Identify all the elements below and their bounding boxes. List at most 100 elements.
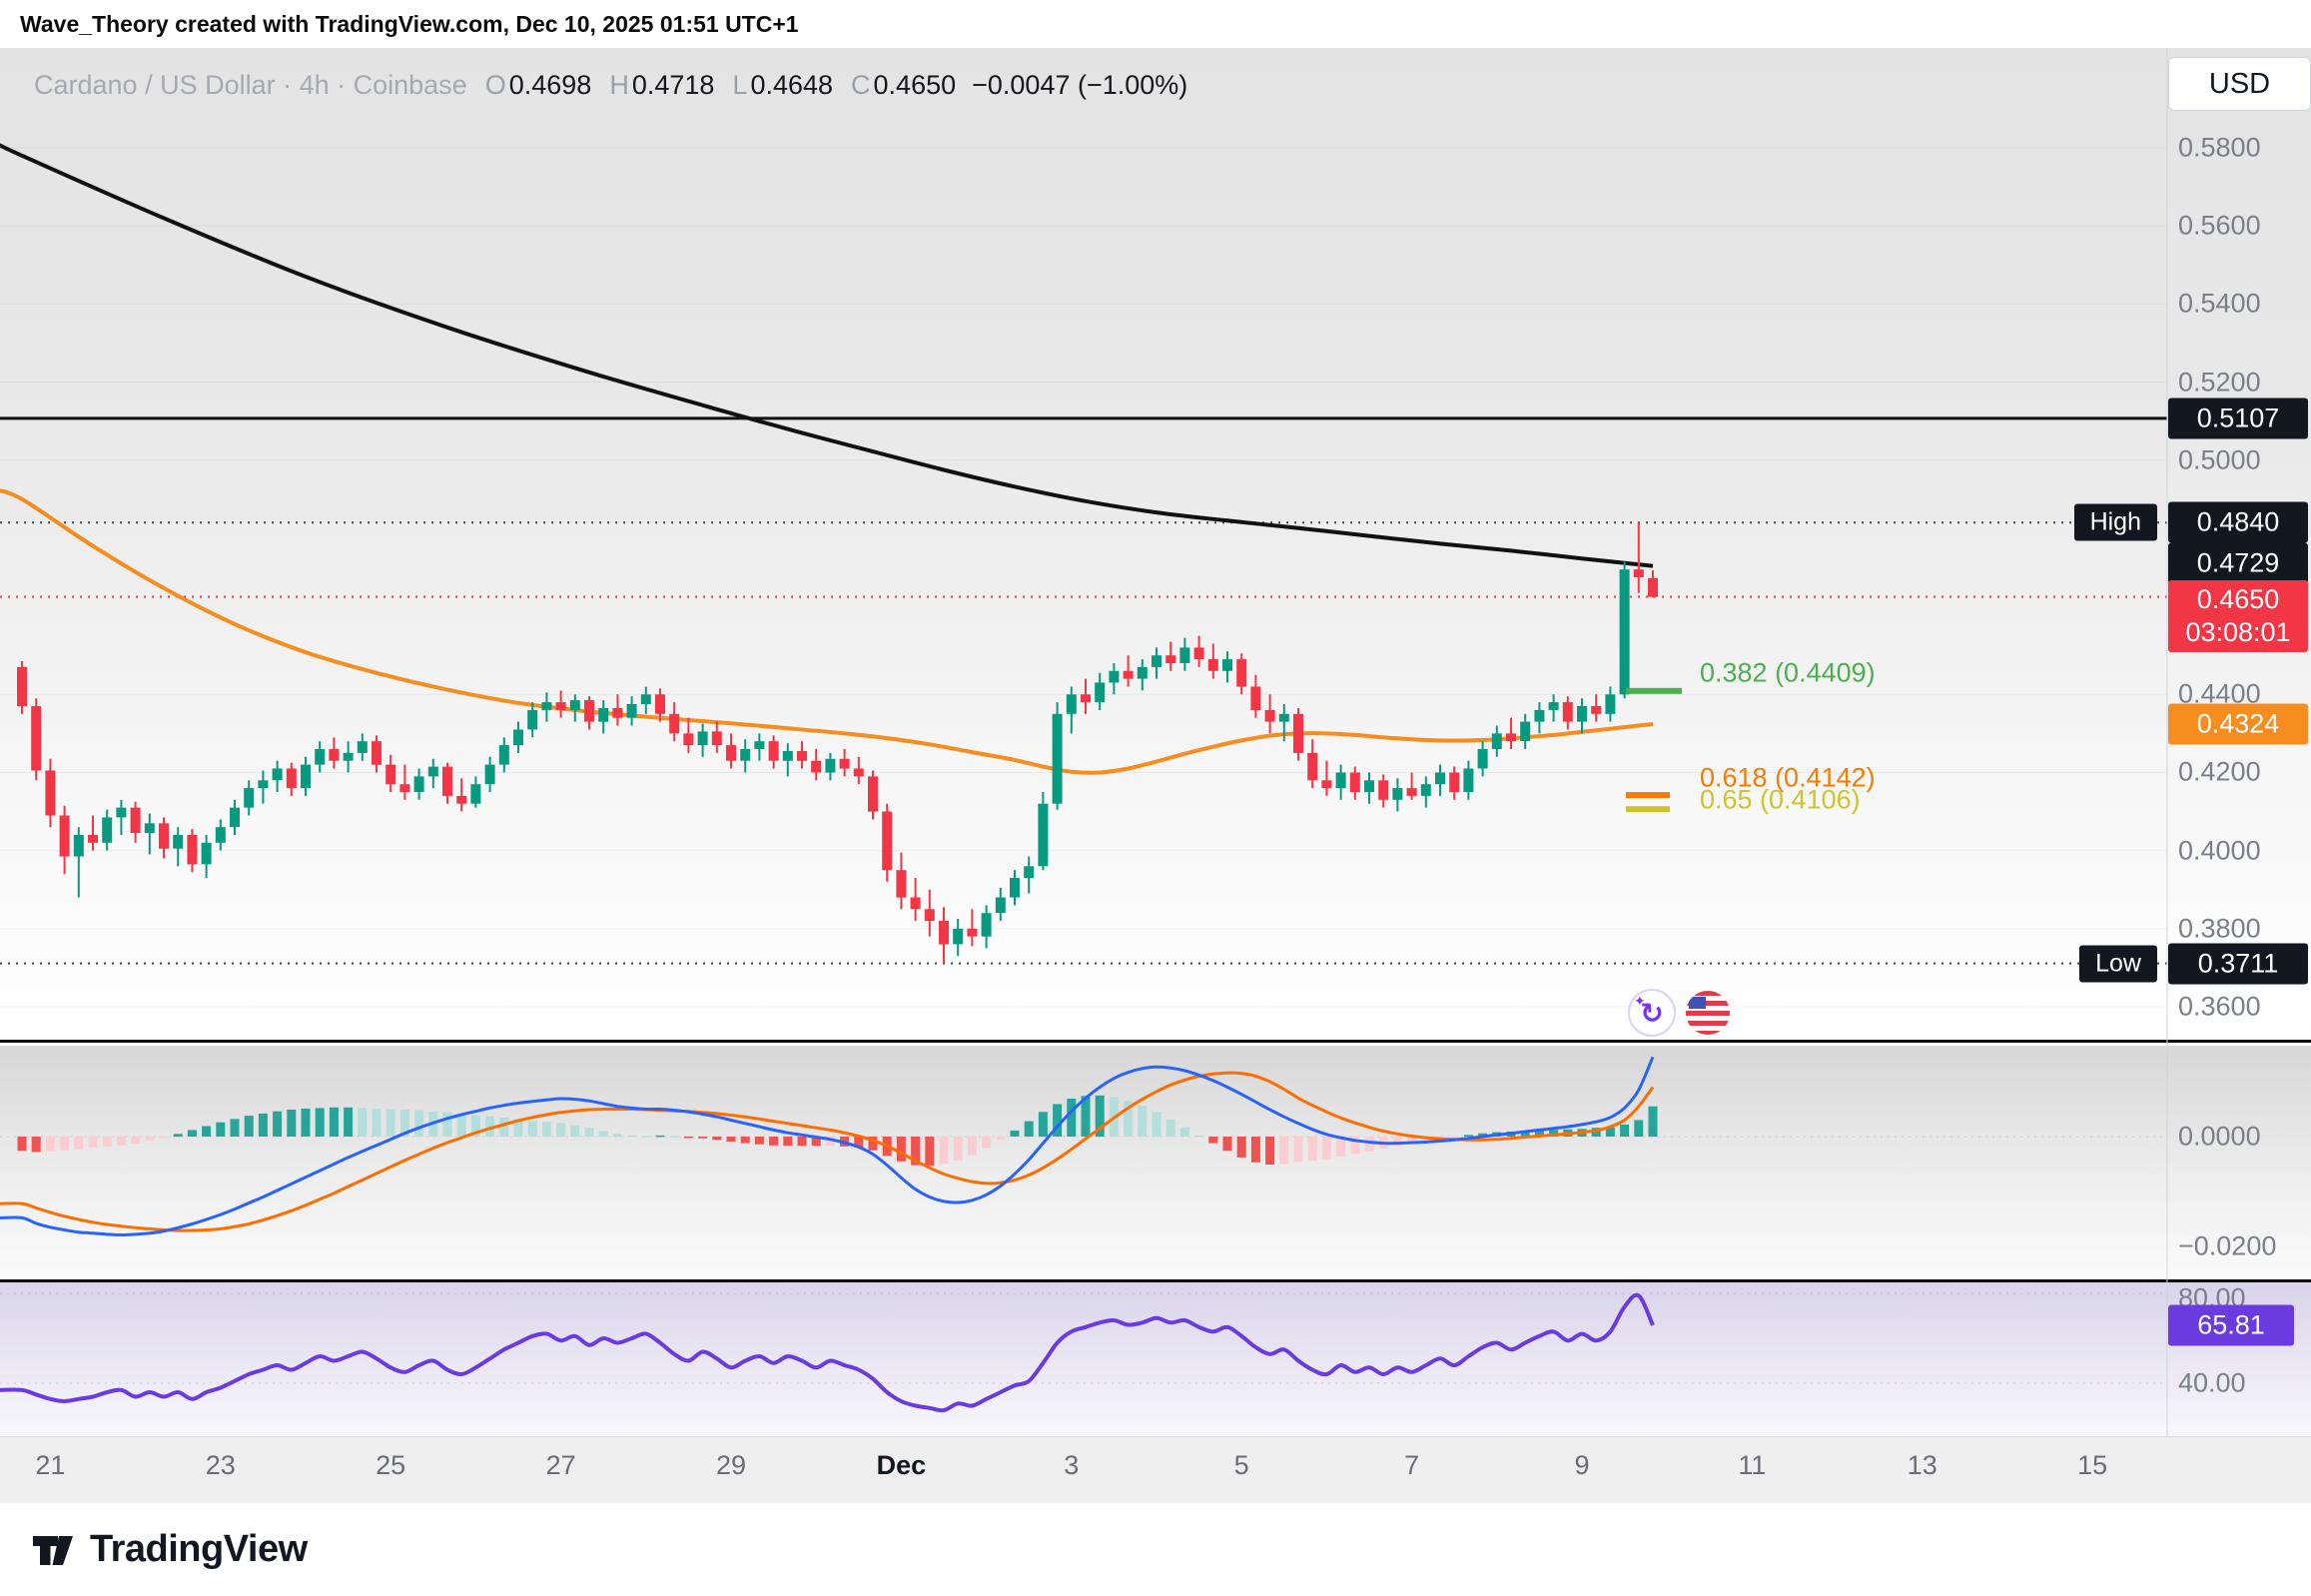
macd-histogram-bar	[358, 1108, 368, 1137]
fib-level-segment[interactable]	[1626, 806, 1670, 813]
candle-body	[967, 928, 978, 937]
macd-histogram-bar	[911, 1137, 921, 1166]
macd-histogram-bar	[17, 1137, 27, 1152]
candle-body	[995, 897, 1006, 914]
candle-body	[343, 752, 354, 761]
macd-histogram-bar	[1321, 1137, 1331, 1160]
macd-signal-line	[0, 1071, 1655, 1232]
candle-body	[1648, 577, 1658, 597]
candle-body	[1264, 709, 1275, 722]
currency-button[interactable]: USD	[2168, 57, 2311, 111]
fib-level-segment[interactable]	[1626, 687, 1682, 694]
candle-body	[272, 768, 283, 781]
candle-body	[839, 758, 850, 769]
candle-body	[187, 835, 198, 865]
candle-body	[1349, 772, 1360, 792]
macd-histogram-bar	[1463, 1135, 1473, 1137]
candle-body	[1052, 713, 1063, 804]
candle-body	[244, 788, 255, 808]
candle-body	[1278, 713, 1289, 722]
ai-event-icon[interactable]: ↻ ✦	[1628, 989, 1676, 1037]
macd-histogram-bar	[683, 1137, 693, 1139]
macd-histogram-bar	[1081, 1096, 1091, 1137]
candle-body	[598, 708, 609, 722]
tradingview-wordmark[interactable]: TradingView	[90, 1528, 308, 1570]
candle-body	[569, 700, 580, 710]
candle-body	[1435, 772, 1445, 785]
macd-histogram-bar	[868, 1137, 878, 1151]
candle-body	[88, 835, 98, 843]
candle-body	[173, 835, 184, 849]
candle-body	[1449, 772, 1460, 792]
candle-body	[45, 770, 56, 816]
symbol-title[interactable]: Cardano / US Dollar · 4h · Coinbase	[34, 70, 467, 100]
candle-body	[1406, 788, 1417, 796]
candle-body	[939, 921, 949, 945]
macd-histogram-bar	[1152, 1112, 1161, 1138]
change-value: −0.0047 (−1.00%)	[972, 70, 1188, 100]
macd-histogram-bar	[88, 1137, 98, 1148]
macd-histogram-bar	[1165, 1120, 1175, 1137]
rsi-pane[interactable]	[0, 1282, 2311, 1436]
candle-body	[655, 694, 665, 714]
candle-body	[73, 835, 84, 857]
candle-body	[1236, 659, 1247, 687]
macd-histogram-bar	[329, 1107, 339, 1137]
candle-body	[1364, 780, 1374, 792]
candle-body	[953, 928, 964, 945]
macd-histogram-bar	[598, 1131, 608, 1137]
candle-body	[427, 766, 438, 777]
candle-body	[740, 749, 751, 761]
macd-histogram-bar	[1449, 1137, 1459, 1139]
macd-histogram-bar	[953, 1137, 963, 1162]
candle-body	[1109, 670, 1120, 683]
macd-histogram-bar	[1138, 1106, 1148, 1137]
candle-body	[1179, 647, 1190, 663]
macd-pane[interactable]	[0, 1046, 2311, 1282]
time-axis[interactable]	[0, 1436, 2311, 1504]
candle-body	[1491, 733, 1502, 749]
candle-body	[470, 784, 481, 804]
us-economic-event-icon[interactable]	[1684, 989, 1732, 1037]
candle-body	[315, 749, 326, 765]
main-price-pane[interactable]	[0, 48, 2311, 1043]
candle-body	[456, 795, 467, 804]
candle-body	[1081, 694, 1091, 703]
candle-body	[399, 784, 410, 792]
candle-body	[1591, 706, 1602, 714]
close-value: 0.4650	[873, 70, 957, 100]
macd-line	[0, 1056, 1655, 1237]
candle-body	[924, 909, 935, 921]
candle-body	[640, 694, 651, 705]
candle-body	[413, 776, 424, 792]
candle-body	[230, 807, 240, 828]
macd-histogram-bar	[60, 1137, 70, 1151]
macd-histogram-bar	[740, 1137, 750, 1144]
macd-histogram-bar	[967, 1137, 977, 1156]
macd-histogram-bar	[1250, 1137, 1260, 1163]
candle-body	[981, 913, 992, 937]
macd-histogram-bar	[1279, 1137, 1289, 1165]
candle-body	[513, 729, 523, 746]
tradingview-logo-icon[interactable]	[30, 1527, 76, 1573]
macd-histogram-bar	[1024, 1121, 1034, 1137]
macd-histogram-bar	[499, 1117, 509, 1138]
macd-histogram-bar	[31, 1137, 41, 1153]
macd-histogram-bar	[570, 1125, 580, 1137]
macd-histogram-bar	[1620, 1124, 1630, 1137]
macd-histogram-bar	[244, 1116, 254, 1137]
rsi-line	[0, 1292, 1655, 1413]
candle-body	[1250, 686, 1261, 710]
macd-histogram-bar	[456, 1113, 466, 1137]
low-value: 0.4648	[750, 70, 834, 100]
macd-histogram-bar	[1053, 1104, 1063, 1137]
macd-histogram-bar	[1265, 1137, 1275, 1165]
macd-histogram-bar	[982, 1137, 992, 1149]
ma-black-line	[0, 143, 1654, 568]
candle-body	[1577, 706, 1587, 722]
macd-histogram-bar	[754, 1137, 764, 1145]
fib-level-segment[interactable]	[1626, 792, 1670, 799]
macd-histogram-bar	[541, 1122, 551, 1137]
candle-body	[385, 764, 396, 785]
